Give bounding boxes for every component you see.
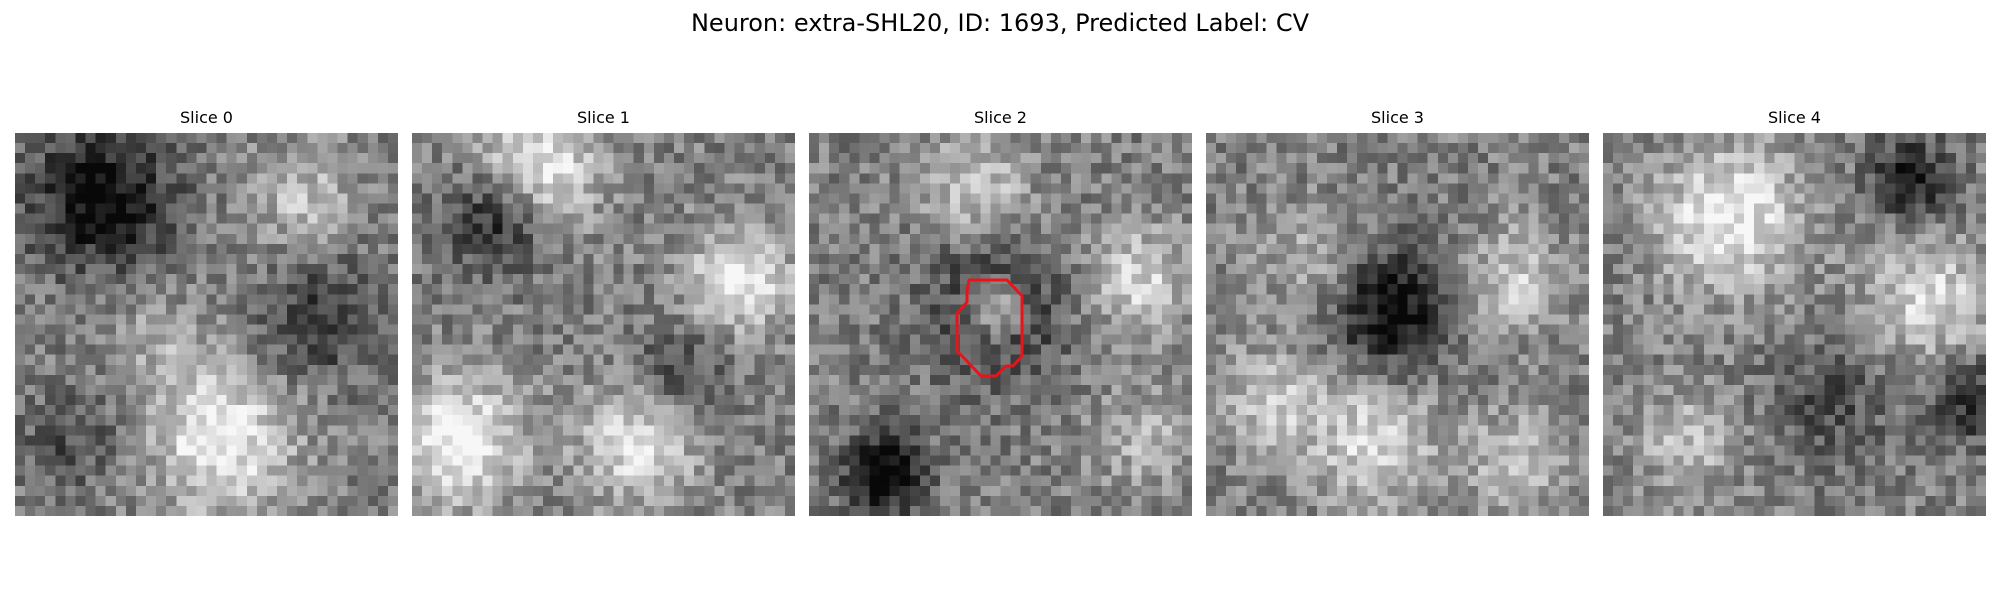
- slice-image: [15, 133, 398, 516]
- slice-canvas: [1603, 133, 1986, 516]
- slice-canvas: [809, 133, 1192, 516]
- slice-image: [1603, 133, 1986, 516]
- slice-title: Slice 1: [577, 108, 630, 127]
- slice-canvas: [1206, 133, 1589, 516]
- slice-image: [412, 133, 795, 516]
- slice-image: [809, 133, 1192, 516]
- slice-panel-2: Slice 2: [809, 108, 1192, 516]
- slice-canvas: [15, 133, 398, 516]
- figure-title: Neuron: extra-SHL20, ID: 1693, Predicted…: [690, 9, 1310, 37]
- slice-title: Slice 0: [180, 108, 233, 127]
- slice-image: [1206, 133, 1589, 516]
- slice-canvas: [412, 133, 795, 516]
- slice-title: Slice 4: [1768, 108, 1821, 127]
- slice-panel-4: Slice 4: [1603, 108, 1986, 516]
- slice-title: Slice 3: [1371, 108, 1424, 127]
- slice-panel-3: Slice 3: [1206, 108, 1589, 516]
- slice-panel-0: Slice 0: [15, 108, 398, 516]
- slice-panel-1: Slice 1: [412, 108, 795, 516]
- slice-title: Slice 2: [974, 108, 1027, 127]
